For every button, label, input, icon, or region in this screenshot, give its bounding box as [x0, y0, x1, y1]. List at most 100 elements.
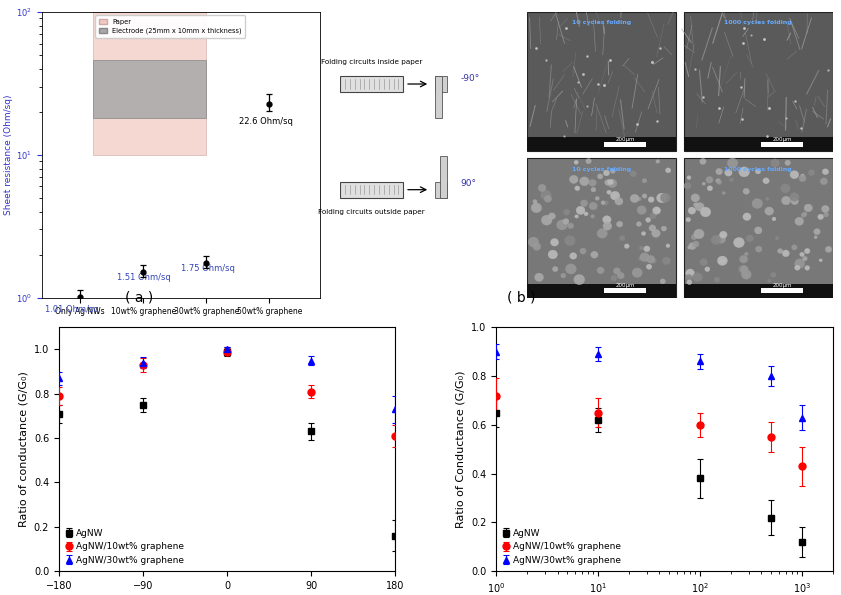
Circle shape: [770, 273, 776, 277]
Circle shape: [814, 228, 820, 235]
Circle shape: [770, 159, 780, 167]
Circle shape: [795, 217, 804, 226]
Circle shape: [744, 274, 749, 278]
Circle shape: [775, 236, 779, 240]
Circle shape: [819, 259, 822, 262]
Circle shape: [657, 193, 667, 203]
Y-axis label: Ratio of Conductance (G/G₀): Ratio of Conductance (G/G₀): [456, 371, 466, 528]
Circle shape: [778, 249, 783, 253]
Text: 1000 cycles folding: 1000 cycles folding: [724, 20, 792, 25]
Circle shape: [802, 256, 807, 261]
Circle shape: [790, 171, 799, 178]
Circle shape: [687, 280, 692, 284]
Text: Folding circuits inside paper: Folding circuits inside paper: [321, 59, 422, 65]
Bar: [684, 158, 833, 298]
Circle shape: [615, 198, 623, 205]
Circle shape: [639, 246, 643, 250]
Text: 90°: 90°: [460, 180, 476, 189]
Circle shape: [640, 253, 649, 262]
Circle shape: [764, 207, 774, 215]
Circle shape: [637, 222, 642, 227]
Circle shape: [801, 212, 807, 217]
Circle shape: [725, 169, 733, 176]
Text: 1.75 Ohm/sq: 1.75 Ohm/sq: [181, 264, 235, 273]
Legend: AgNW, AgNW/10wt% graphene, AgNW/30wt% graphene: AgNW, AgNW/10wt% graphene, AgNW/30wt% gr…: [63, 527, 186, 566]
Circle shape: [767, 279, 771, 283]
Bar: [435, 182, 447, 198]
Circle shape: [611, 192, 620, 200]
Circle shape: [533, 199, 537, 203]
Bar: [441, 156, 447, 198]
Circle shape: [643, 246, 650, 252]
Circle shape: [557, 220, 568, 230]
Circle shape: [660, 279, 665, 284]
Circle shape: [733, 237, 744, 248]
Circle shape: [574, 215, 579, 218]
Circle shape: [590, 251, 598, 258]
Circle shape: [716, 168, 722, 175]
Bar: [435, 76, 442, 118]
Circle shape: [720, 231, 727, 238]
Circle shape: [597, 267, 604, 274]
Circle shape: [739, 255, 748, 263]
Circle shape: [591, 187, 596, 192]
Text: Folding circuits outside paper: Folding circuits outside paper: [319, 209, 425, 215]
Circle shape: [687, 176, 691, 180]
Circle shape: [605, 180, 611, 186]
Bar: [435, 76, 447, 92]
Circle shape: [613, 268, 621, 274]
Circle shape: [563, 218, 569, 224]
Circle shape: [755, 169, 761, 174]
Circle shape: [580, 200, 588, 206]
Circle shape: [740, 265, 748, 273]
Circle shape: [790, 193, 799, 201]
Circle shape: [800, 252, 804, 256]
Circle shape: [706, 177, 713, 183]
Circle shape: [597, 174, 603, 179]
Circle shape: [744, 252, 748, 256]
Legend: Paper, Electrode (25mm x 10mm x thickness): Paper, Electrode (25mm x 10mm x thicknes…: [95, 15, 245, 37]
Circle shape: [782, 250, 790, 257]
Circle shape: [661, 226, 667, 231]
Text: 22.6 Ohm/sq: 22.6 Ohm/sq: [239, 117, 293, 126]
Circle shape: [656, 159, 659, 163]
Text: 200µm: 200µm: [616, 283, 635, 288]
Circle shape: [804, 204, 812, 212]
Bar: [761, 142, 803, 147]
Circle shape: [565, 264, 576, 274]
Circle shape: [638, 257, 642, 261]
Circle shape: [649, 225, 656, 231]
Circle shape: [694, 202, 698, 207]
Circle shape: [603, 215, 611, 224]
Bar: [605, 289, 646, 293]
Circle shape: [569, 253, 577, 259]
Circle shape: [717, 180, 722, 184]
Circle shape: [607, 179, 613, 185]
Circle shape: [630, 171, 637, 177]
Circle shape: [795, 259, 805, 268]
Circle shape: [574, 274, 584, 284]
Circle shape: [648, 197, 654, 202]
Circle shape: [643, 194, 647, 198]
Bar: [761, 289, 803, 293]
Circle shape: [541, 190, 551, 200]
Circle shape: [746, 235, 754, 242]
Circle shape: [741, 270, 751, 279]
Bar: [684, 137, 833, 151]
Circle shape: [688, 207, 696, 214]
Circle shape: [568, 223, 574, 228]
Circle shape: [795, 265, 800, 270]
Circle shape: [624, 244, 629, 249]
Bar: [526, 284, 676, 298]
Circle shape: [822, 169, 828, 175]
Text: 200µm: 200µm: [616, 137, 635, 142]
Circle shape: [665, 168, 671, 173]
Circle shape: [606, 190, 611, 195]
Circle shape: [553, 267, 558, 272]
Circle shape: [579, 177, 590, 186]
Circle shape: [743, 213, 751, 221]
Circle shape: [660, 193, 670, 202]
Text: 1.01 Ohm/sq: 1.01 Ohm/sq: [45, 305, 99, 314]
Text: -90°: -90°: [460, 74, 479, 83]
Circle shape: [814, 236, 817, 239]
